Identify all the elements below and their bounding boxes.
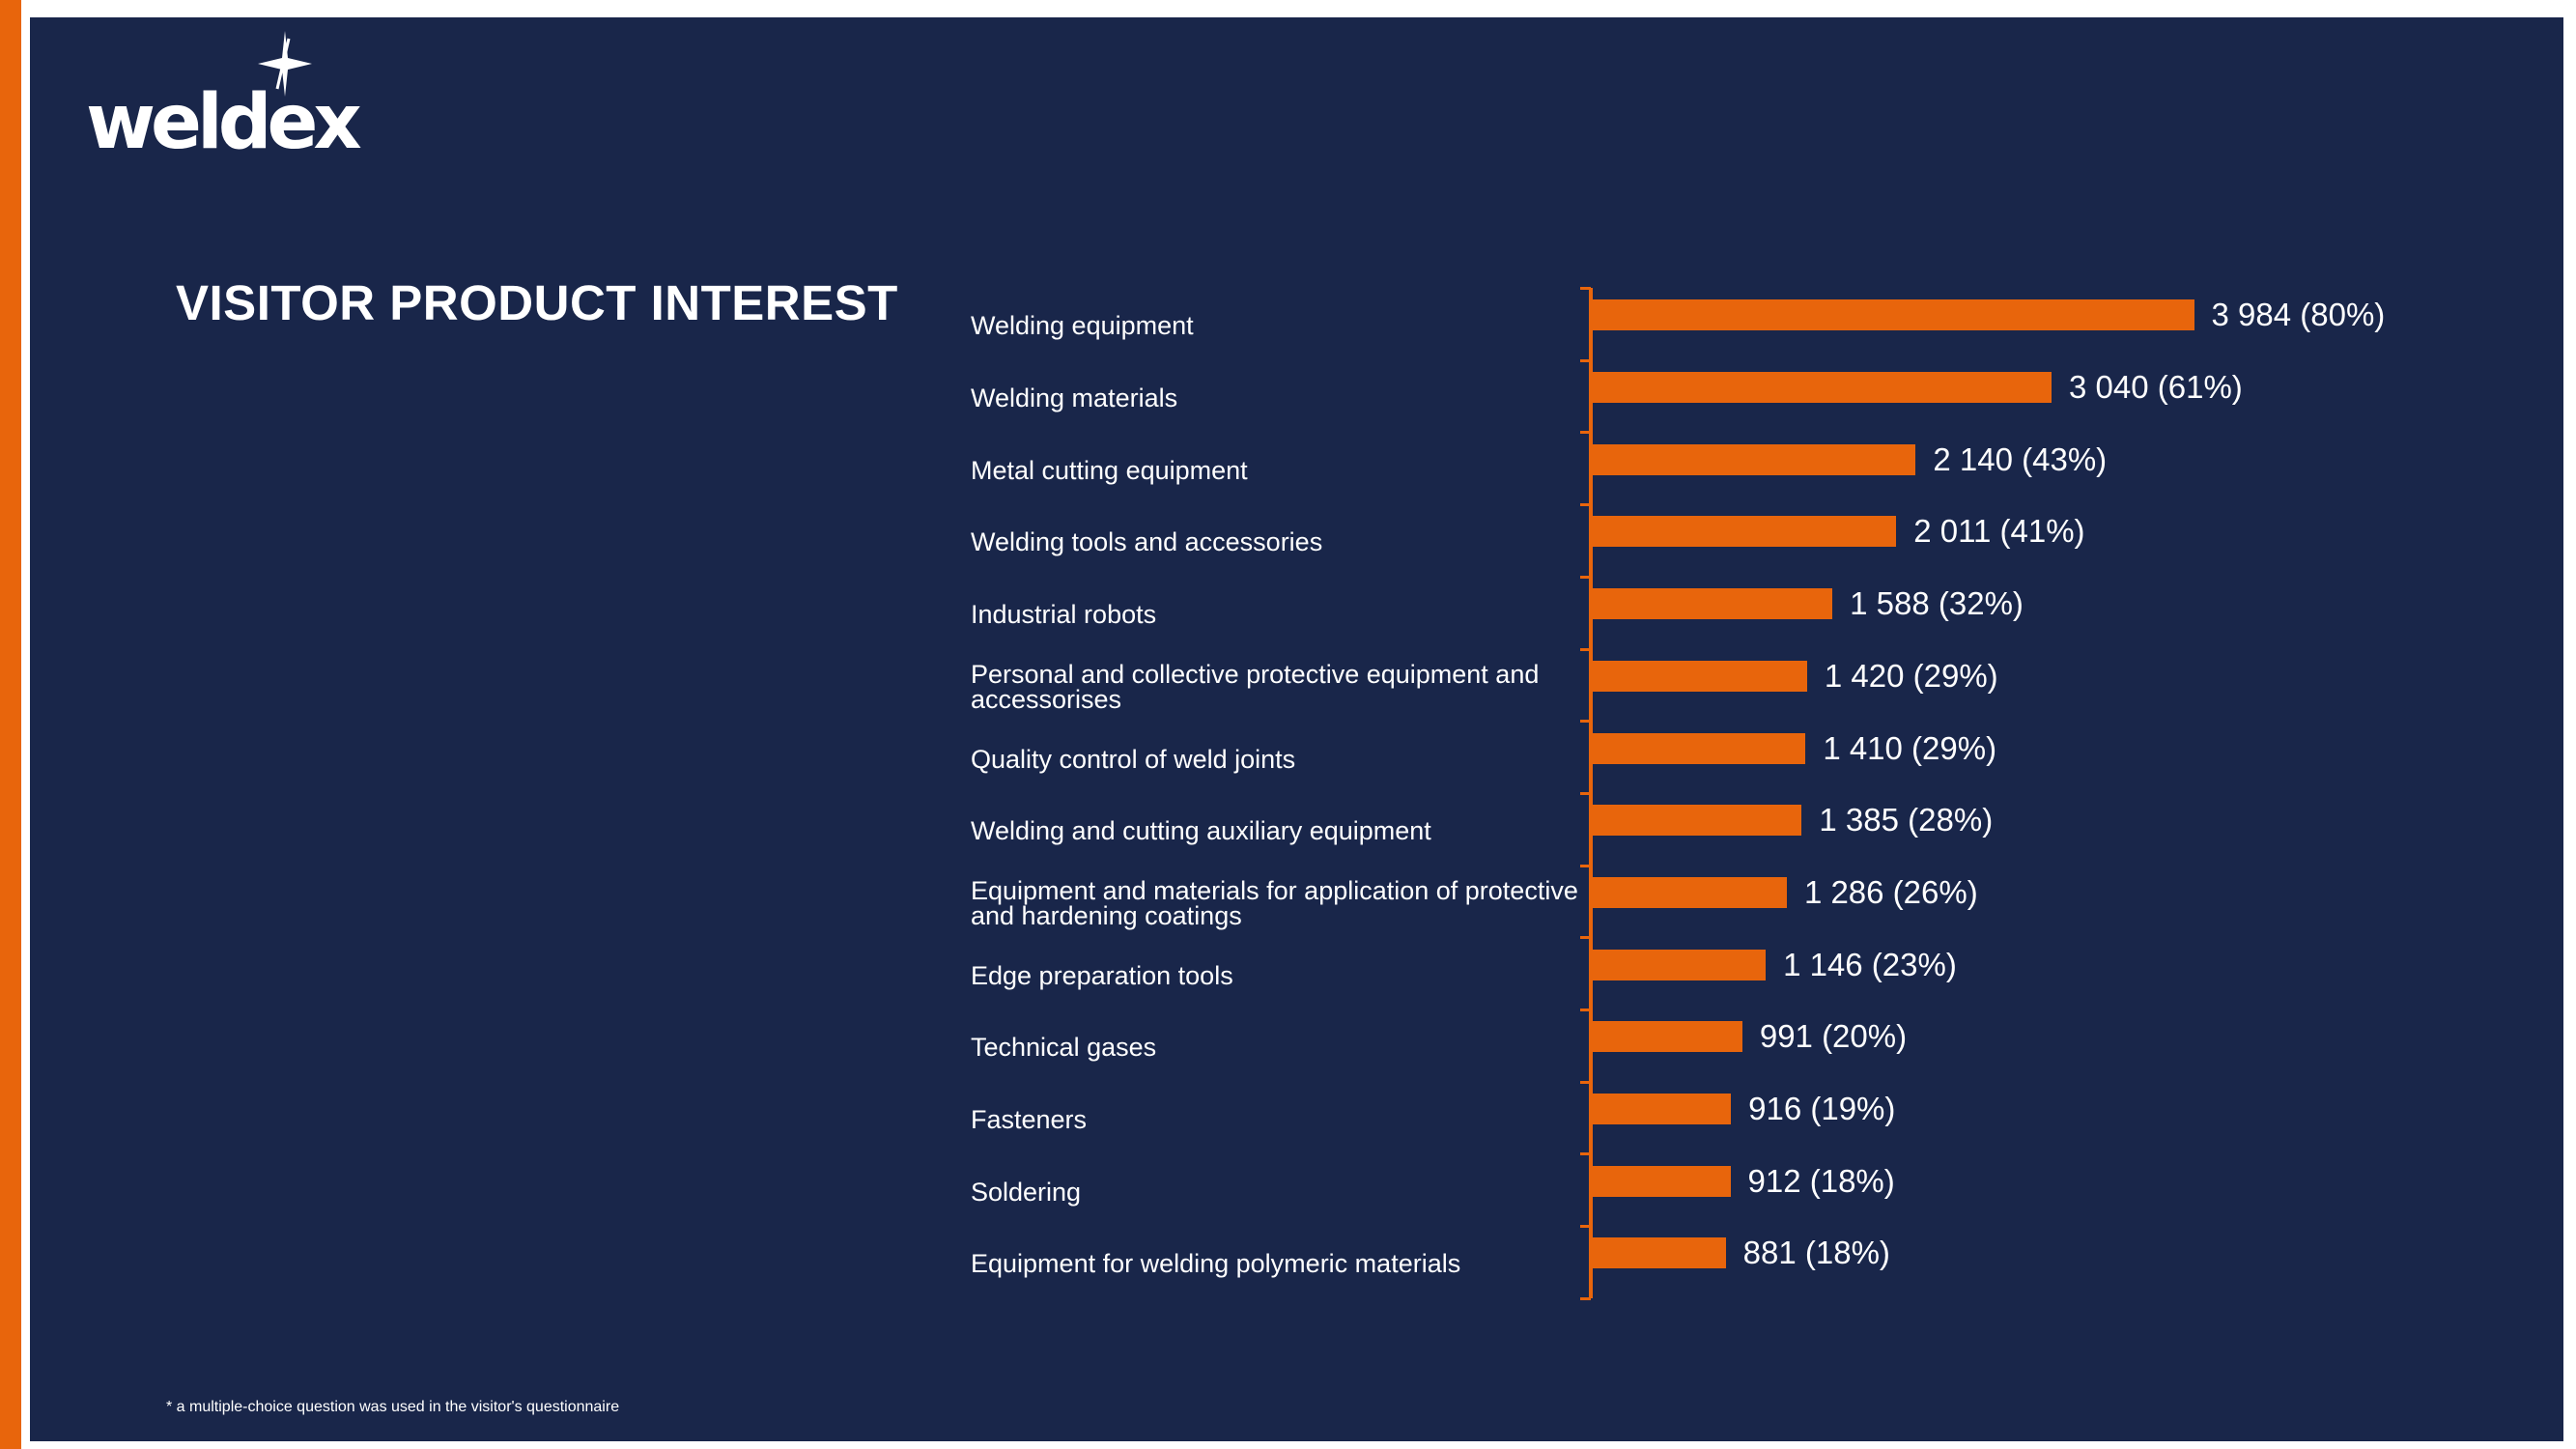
bar	[1593, 805, 1802, 837]
data-label: 3 984 (80%)	[2211, 297, 2386, 333]
slide: weldex VISITOR PRODUCT INTEREST Welding …	[30, 17, 2563, 1441]
data-label: 991 (20%)	[1759, 1018, 1908, 1055]
category-label: Edge preparation tools	[971, 960, 1233, 990]
logo-wordmark: weldex	[86, 79, 362, 166]
data-label: 3 040 (61%)	[2069, 369, 2243, 406]
y-axis-tick	[1580, 1296, 1591, 1300]
data-label: 1 146 (23%)	[1783, 946, 1957, 982]
bar	[1593, 1021, 1742, 1053]
category-label: Industrial robots	[971, 600, 1157, 630]
bar-chart: Welding equipment 3 984 (80%) Welding mate…	[30, 17, 2563, 1441]
bar	[1593, 299, 2194, 331]
bar	[1593, 732, 1806, 764]
weldex-logo: weldex	[86, 31, 376, 176]
category-label: Technical gases	[971, 1033, 1157, 1063]
page-title: VISITOR PRODUCT INTEREST	[176, 275, 898, 330]
footnote: * a multiple-choice question was used in…	[166, 1399, 620, 1415]
data-label: 1 420 (29%)	[1824, 657, 1998, 694]
category-label: Welding equipment	[971, 311, 1194, 341]
category-label: Equipment and materials for application …	[971, 875, 1578, 930]
bar	[1593, 372, 2052, 404]
y-axis-tick	[1580, 358, 1591, 362]
y-axis-tick	[1580, 1225, 1591, 1229]
bar	[1593, 1237, 1726, 1269]
y-axis-tick	[1580, 575, 1591, 579]
y-axis-tick	[1580, 936, 1591, 940]
bar	[1593, 1165, 1731, 1197]
category-label: Fasteners	[971, 1105, 1088, 1135]
bar	[1593, 660, 1807, 692]
data-label: 2 011 (41%)	[1913, 513, 2085, 550]
category-label: Welding materials	[971, 384, 1178, 413]
data-label: 2 140 (43%)	[1933, 440, 2108, 477]
category-label: Soldering	[971, 1177, 1082, 1207]
data-label: 1 385 (28%)	[1819, 802, 1994, 838]
data-label: 1 588 (32%)	[1850, 585, 2024, 622]
y-axis-tick	[1580, 1152, 1591, 1156]
data-label: 1 286 (26%)	[1803, 873, 1978, 910]
bar	[1593, 443, 1916, 475]
left-accent-stripe	[0, 0, 21, 1449]
bar	[1593, 949, 1767, 980]
y-axis-tick	[1580, 647, 1591, 651]
y-axis-tick	[1580, 1080, 1591, 1084]
y-axis-line	[1589, 288, 1593, 1298]
y-axis-tick	[1580, 431, 1591, 435]
bar	[1593, 1094, 1732, 1125]
y-axis-tick	[1580, 503, 1591, 507]
bar	[1593, 876, 1787, 908]
data-label: 881 (18%)	[1742, 1235, 1890, 1271]
data-label: 1 410 (29%)	[1823, 729, 1997, 766]
category-label: Welding and cutting auxiliary equipment	[971, 816, 1431, 846]
category-label: Welding tools and accessories	[971, 527, 1323, 557]
category-label: Personal and collective protective equip…	[971, 659, 1540, 714]
y-axis-tick	[1580, 287, 1591, 290]
spark-icon	[258, 31, 312, 97]
y-axis-tick	[1580, 720, 1591, 724]
category-label: Metal cutting equipment	[971, 455, 1248, 485]
data-label: 912 (18%)	[1747, 1162, 1895, 1199]
category-label: Equipment for welding polymeric material…	[971, 1249, 1461, 1279]
category-label: Quality control of weld joints	[971, 744, 1296, 774]
bar	[1593, 516, 1897, 548]
y-axis-tick	[1580, 864, 1591, 867]
y-axis-tick	[1580, 791, 1591, 795]
y-axis-tick	[1580, 1009, 1591, 1011]
bar	[1593, 588, 1833, 620]
data-label: 916 (19%)	[1748, 1091, 1896, 1127]
